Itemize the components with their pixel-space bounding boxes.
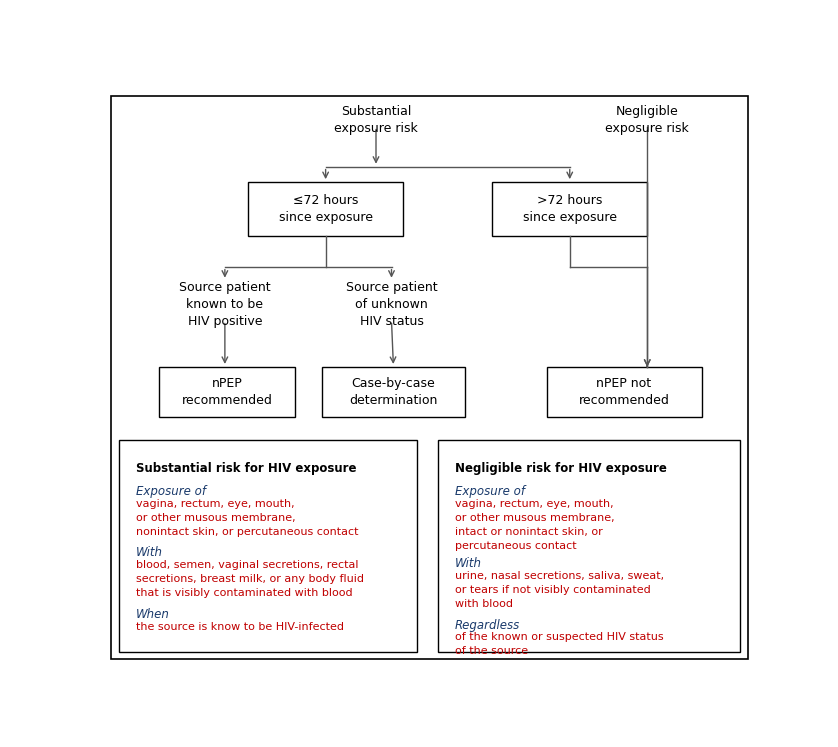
Bar bbox=[119, 440, 417, 651]
Bar bbox=[159, 367, 295, 417]
Text: >72 hours
since exposure: >72 hours since exposure bbox=[523, 194, 617, 224]
Bar bbox=[322, 367, 465, 417]
Text: Source patient
of unknown
HIV status: Source patient of unknown HIV status bbox=[346, 281, 437, 328]
Bar bbox=[248, 182, 403, 236]
Text: Source patient
known to be
HIV positive: Source patient known to be HIV positive bbox=[179, 281, 271, 328]
Text: vagina, rectum, eye, mouth,
or other musous membrane,
intact or nonintact skin, : vagina, rectum, eye, mouth, or other mus… bbox=[455, 498, 615, 551]
Text: Exposure of: Exposure of bbox=[136, 485, 206, 498]
Text: With: With bbox=[136, 546, 163, 560]
Text: Substantial risk for HIV exposure: Substantial risk for HIV exposure bbox=[136, 462, 356, 474]
Text: Negligible risk for HIV exposure: Negligible risk for HIV exposure bbox=[455, 462, 667, 474]
Text: nPEP
recommended: nPEP recommended bbox=[181, 377, 272, 407]
Text: Negligible
exposure risk: Negligible exposure risk bbox=[605, 105, 689, 135]
Bar bbox=[492, 182, 647, 236]
Text: Regardless: Regardless bbox=[455, 619, 520, 632]
Text: When: When bbox=[136, 608, 169, 621]
Text: Exposure of: Exposure of bbox=[455, 485, 525, 498]
Text: Case-by-case
determination: Case-by-case determination bbox=[349, 377, 437, 407]
Text: Substantial
exposure risk: Substantial exposure risk bbox=[334, 105, 418, 135]
Text: nPEP not
recommended: nPEP not recommended bbox=[578, 377, 670, 407]
Text: With: With bbox=[455, 557, 482, 570]
Bar bbox=[438, 440, 740, 651]
Text: of the known or suspected HIV status
of the source: of the known or suspected HIV status of … bbox=[455, 633, 664, 657]
Text: vagina, rectum, eye, mouth,
or other musous membrane,
nonintact skin, or percuta: vagina, rectum, eye, mouth, or other mus… bbox=[136, 498, 359, 536]
Text: ≤72 hours
since exposure: ≤72 hours since exposure bbox=[278, 194, 373, 224]
Text: blood, semen, vaginal secretions, rectal
secretions, breast milk, or any body fl: blood, semen, vaginal secretions, rectal… bbox=[136, 560, 364, 598]
Text: the source is know to be HIV-infected: the source is know to be HIV-infected bbox=[136, 622, 344, 632]
Bar bbox=[546, 367, 701, 417]
Text: urine, nasal secretions, saliva, sweat,
or tears if not visibly contaminated
wit: urine, nasal secretions, saliva, sweat, … bbox=[455, 571, 665, 609]
